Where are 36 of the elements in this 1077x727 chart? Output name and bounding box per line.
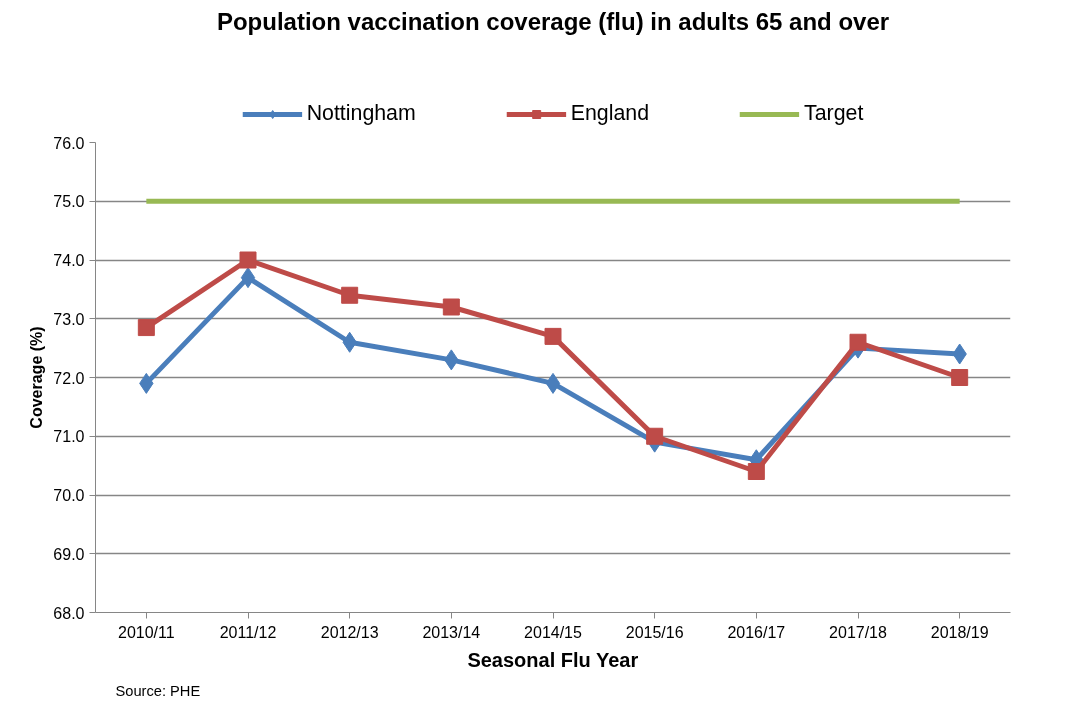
- point: [747, 463, 765, 480]
- point: [951, 369, 969, 386]
- x-tick-label: 2014/15: [524, 623, 583, 641]
- point: [646, 427, 664, 445]
- point: [341, 286, 359, 304]
- x-tick-label: 2017/18: [829, 623, 888, 641]
- chart-title: Population vaccination coverage (flu) in adults 65 and over: [216, 7, 890, 35]
- y-tick-label: 68.0: [53, 604, 85, 622]
- x-tick-label: 2018/19: [930, 623, 989, 641]
- legend-label: Nottingham: [306, 101, 416, 126]
- x-tick-label: 2010/11: [118, 623, 175, 641]
- point: [849, 333, 867, 351]
- x-tick-label: 2012/13: [320, 623, 379, 641]
- source-note: Source: PHE: [115, 682, 201, 699]
- y-axis-title: Coverage (%): [28, 326, 46, 429]
- y-tick-label: 75.0: [53, 193, 85, 211]
- y-tick-label: 73.0: [53, 310, 85, 328]
- y-tick-label: 71.0: [53, 428, 85, 446]
- point: [137, 319, 155, 337]
- y-tick-label: 69.0: [53, 545, 85, 563]
- point: [544, 327, 562, 345]
- x-tick-label: 2011/12: [219, 623, 277, 641]
- x-axis-title: Seasonal Flu Year: [467, 648, 639, 671]
- x-tick-label: 2013/14: [422, 623, 481, 641]
- point: [442, 298, 460, 316]
- y-tick-label: 70.0: [53, 487, 85, 504]
- y-tick-label: 76.0: [53, 134, 85, 152]
- legend-label: England: [570, 101, 650, 126]
- point: [240, 267, 256, 289]
- y-tick-label: 74.0: [53, 252, 85, 269]
- y-tick-label: 72.0: [53, 369, 85, 387]
- x-tick-label: 2016/17: [727, 623, 786, 641]
- point: [545, 372, 561, 394]
- legend-label: Target: [804, 101, 864, 126]
- point: [239, 251, 257, 269]
- x-tick-label: 2015/16: [625, 623, 684, 641]
